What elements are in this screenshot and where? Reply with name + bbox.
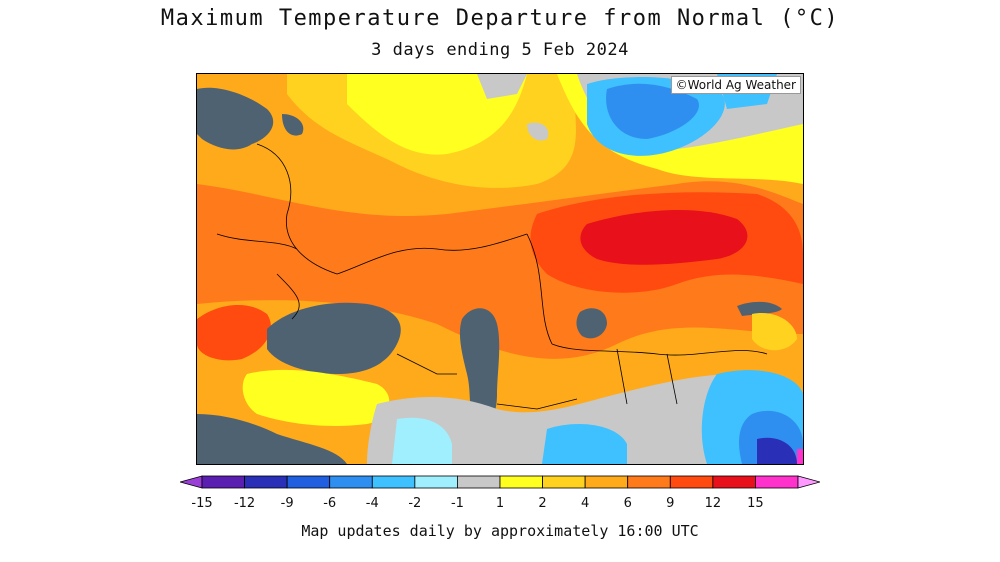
scale-swatch [286, 475, 331, 489]
scale-tick-label: -4 [365, 496, 379, 511]
yellow-anomaly-turkey [242, 369, 390, 426]
caspian-sea [459, 308, 500, 426]
red-anomaly-west [197, 304, 271, 361]
baltic-sea [197, 87, 274, 150]
scale-swatch [457, 475, 501, 489]
scale-swatch [329, 475, 373, 489]
balkhash-lake [737, 301, 782, 316]
scale-swatch [542, 475, 586, 489]
scale-tick-label: -1 [450, 496, 464, 511]
scale-arrow-high [797, 475, 822, 489]
temperature-map: ©World Ag Weather [196, 73, 804, 465]
yellow-bright-north [347, 74, 527, 155]
map-credit: ©World Ag Weather [670, 76, 801, 94]
scale-tick-label: 2 [538, 496, 547, 511]
scale-tick-label: 4 [581, 496, 590, 511]
map-subtitle: 3 days ending 5 Feb 2024 [371, 40, 629, 60]
map-graphic [197, 74, 803, 464]
footnote: Map updates daily by approximately 16:00… [301, 522, 699, 540]
gray-patch-small [527, 122, 549, 141]
gulf-of-finland [282, 114, 304, 136]
scale-tick-label: 6 [623, 496, 632, 511]
scale-swatch [414, 475, 458, 489]
scale-tick-label: -15 [191, 496, 213, 511]
scale-swatch [244, 475, 288, 489]
deep-red-anomaly-east [580, 209, 748, 265]
scale-tick-label: 1 [495, 496, 505, 511]
scale-swatch [371, 475, 416, 489]
dark-blue-cold-northeast [606, 83, 699, 139]
scale-tick-label: 9 [666, 496, 675, 511]
scale-tick-label: 12 [704, 496, 722, 511]
cyan-cold-south-west [392, 417, 452, 464]
scale-swatch [499, 475, 543, 489]
mediterranean-sea [197, 414, 347, 464]
blue-cold-south-central [542, 424, 627, 464]
scale-swatch [712, 475, 756, 489]
color-scale-legend: -15 -12 -9 -6 -4 -2 -1 1 2 4 6 9 12 15 [178, 474, 822, 514]
color-scale-bar [178, 475, 822, 489]
scale-tick-label: -6 [323, 496, 337, 511]
scale-tick-label: -2 [408, 496, 422, 511]
scale-swatch [584, 475, 629, 489]
magenta-spot [797, 449, 803, 464]
aral-sea [576, 308, 607, 339]
country-borders [216, 143, 768, 410]
gray-patch-north [477, 74, 527, 99]
map-title: Maximum Temperature Departure from Norma… [160, 6, 840, 31]
scale-swatch [755, 475, 799, 489]
scale-arrow-low [178, 475, 203, 489]
black-sea [267, 302, 401, 374]
gray-neutral-south [367, 374, 803, 464]
scale-tick-label: 15 [747, 496, 764, 511]
scale-swatch [627, 475, 671, 489]
scale-tick-label: -9 [280, 496, 294, 511]
scale-swatch [669, 475, 714, 489]
scale-tick-label: -12 [233, 496, 256, 511]
yellow-anomaly-east [752, 313, 797, 351]
scale-swatch [201, 475, 245, 489]
deepest-blue-southeast [757, 437, 797, 464]
